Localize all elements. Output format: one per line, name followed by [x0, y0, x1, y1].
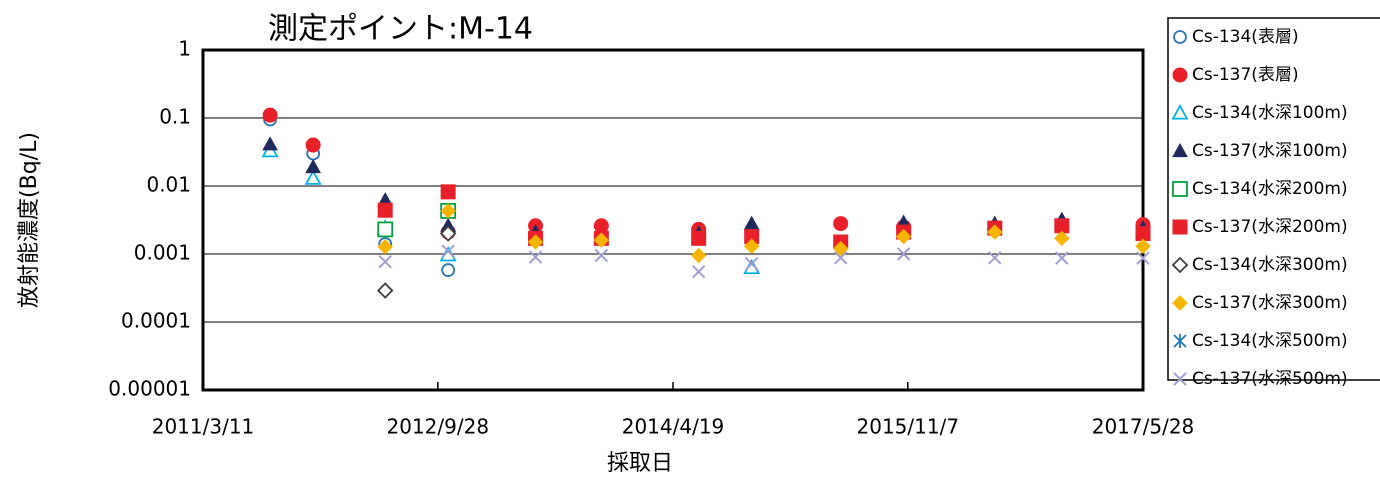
x-axis-label: 採取日: [607, 451, 673, 476]
x-tick-label: 2014/4/19: [622, 415, 725, 439]
data-point: [833, 240, 849, 257]
data-point: [690, 247, 707, 264]
data-point: [439, 225, 457, 242]
legend-label: Cs-137(水深200m): [1192, 217, 1348, 237]
data-point: [691, 264, 706, 279]
legend-marker: [1173, 372, 1187, 386]
data-point: [987, 224, 1003, 240]
legend-label: Cs-134(水深500m): [1192, 331, 1348, 351]
data-point: [441, 244, 455, 258]
legend-marker: [1171, 104, 1189, 120]
data-point: [440, 184, 456, 200]
y-tick-label: 0.1: [159, 105, 191, 129]
legend-marker: [1173, 30, 1187, 44]
data-point: [895, 228, 912, 245]
legend-marker: [1172, 295, 1188, 311]
data-point: [441, 263, 456, 277]
plot-frame: [201, 48, 1145, 392]
x-tick-label: 2011/3/11: [152, 415, 255, 439]
data-point: [743, 238, 760, 254]
legend-marker: [1172, 219, 1188, 235]
data-point: [378, 255, 392, 269]
data-point: [527, 234, 544, 250]
data-point: [691, 230, 707, 246]
data-point: [833, 216, 849, 232]
legend-marker: [1172, 142, 1188, 158]
legend-label: Cs-134(水深100m): [1192, 103, 1348, 123]
chart-title: 測定ポイント:M-14: [268, 12, 533, 47]
legend-marker: [1172, 181, 1188, 197]
data-point: [1055, 251, 1069, 265]
data-point: [1135, 238, 1151, 254]
data-point: [305, 137, 321, 153]
y-tick-label: 0.001: [134, 241, 191, 265]
x-tick-label: 2017/5/28: [1092, 415, 1195, 439]
data-point: [743, 215, 760, 230]
data-point: [593, 232, 610, 248]
data-point: [593, 218, 609, 234]
data-point: [377, 221, 394, 238]
data-point: [1136, 251, 1150, 265]
data-point: [594, 248, 609, 263]
data-point: [1054, 230, 1070, 247]
legend-label: Cs-137(水深300m): [1192, 293, 1348, 313]
legend-label: Cs-134(表層): [1192, 27, 1299, 47]
legend-marker: [1171, 256, 1189, 274]
legend-label: Cs-137(表層): [1192, 65, 1299, 85]
data-point: [304, 169, 322, 185]
legend-box: [1167, 17, 1380, 381]
x-tick-label: 2012/9/28: [387, 415, 490, 439]
legend-label: Cs-137(水深500m): [1192, 369, 1348, 389]
data-point: [896, 247, 911, 261]
data-point: [988, 251, 1002, 265]
legend-marker: [1173, 334, 1187, 348]
data-point: [377, 239, 393, 255]
data-point: [528, 250, 543, 264]
legend-label: Cs-134(水深300m): [1192, 255, 1348, 275]
y-tick-label: 0.01: [146, 173, 191, 197]
data-point: [262, 107, 278, 123]
data-point: [376, 282, 394, 299]
legend-label: Cs-134(水深200m): [1192, 179, 1348, 199]
data-point: [440, 203, 456, 219]
x-tick-label: 2015/11/7: [857, 415, 960, 439]
y-axis-label: 放射能濃度(Bq/L): [17, 132, 42, 308]
y-tick-label: 0.0001: [121, 309, 191, 333]
data-point: [305, 159, 321, 174]
legend-marker: [1172, 67, 1188, 83]
y-tick-label: 1: [178, 37, 191, 61]
data-point: [1135, 226, 1151, 242]
data-point: [377, 202, 393, 218]
data-point: [834, 251, 848, 265]
y-tick-label: 0.00001: [108, 377, 191, 401]
data-point: [744, 256, 759, 271]
legend-label: Cs-137(水深100m): [1192, 141, 1348, 161]
data-point: [262, 136, 278, 151]
